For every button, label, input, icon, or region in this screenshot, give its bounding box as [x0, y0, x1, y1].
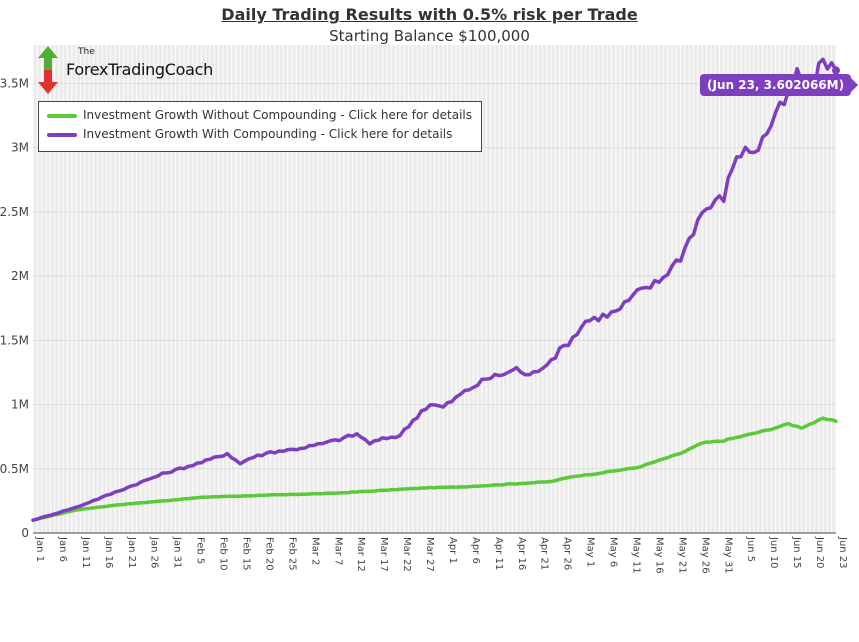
y-tick-label: 0.5M [0, 462, 29, 476]
x-tick-label: Mar 27 [424, 537, 435, 572]
chart-subtitle: Starting Balance $100,000 [329, 27, 530, 45]
x-tick-label: Feb 20 [263, 537, 274, 571]
x-tick-label: Jan 21 [126, 536, 137, 568]
tooltip-point-marker [832, 66, 840, 75]
x-tick-label: Jun 15 [791, 536, 802, 569]
legend-label: Investment Growth Without Compounding - … [83, 108, 473, 122]
x-tick-label: May 1 [585, 537, 596, 567]
x-tick-label: Jan 6 [57, 536, 68, 562]
x-tick-label: Jan 16 [103, 536, 114, 568]
series-line-compounding [31, 57, 838, 522]
x-tick-label: Jun 10 [768, 536, 779, 569]
x-tick-label: Feb 25 [286, 537, 297, 571]
y-tick-label: 2.5M [0, 205, 29, 219]
x-tick-label: Mar 22 [401, 537, 412, 572]
up-down-arrows-icon [38, 46, 58, 94]
x-tick-label: May 26 [699, 537, 710, 574]
legend-item-compounding[interactable]: Investment Growth With Compounding - Cli… [47, 127, 452, 145]
y-tick-label: 1.5M [0, 333, 29, 347]
x-tick-label: May 6 [608, 537, 619, 567]
y-tick-label: 3.5M [0, 77, 29, 91]
chart-legend: Investment Growth Without Compounding - … [38, 101, 482, 152]
x-tick-label: May 21 [676, 537, 687, 574]
legend-swatch-green [47, 113, 77, 118]
legend-swatch-purple [47, 132, 77, 137]
y-tick-label: 3M [11, 141, 29, 155]
y-tick-label: 2M [11, 269, 29, 283]
x-tick-label: Feb 5 [195, 537, 206, 564]
y-tick-label: 1M [11, 398, 29, 412]
logo-small-text: The [78, 47, 95, 57]
x-tick-label: Apr 1 [447, 537, 458, 564]
x-tick-label: Jun 23 [837, 536, 848, 569]
data-tooltip: (Jun 23, 3.602066M) [700, 74, 859, 96]
vertical-gridlines [32, 45, 837, 533]
x-tick-label: Feb 15 [240, 537, 251, 571]
x-tick-label: Feb 10 [218, 537, 229, 571]
x-tick-label: Jan 11 [80, 536, 91, 568]
x-tick-label: Apr 16 [516, 537, 527, 570]
x-tick-label: Mar 7 [332, 537, 343, 565]
x-tick-label: Apr 26 [562, 537, 573, 570]
x-tick-label: Mar 2 [309, 537, 320, 565]
forextradingcoach-logo: The ForexTradingCoach [38, 46, 228, 94]
x-tick-label: Mar 12 [355, 537, 366, 572]
legend-item-no-compounding[interactable]: Investment Growth Without Compounding - … [47, 108, 472, 126]
x-tick-label: May 11 [631, 537, 642, 574]
tooltip-arrow [851, 78, 859, 92]
legend-label: Investment Growth With Compounding - Cli… [83, 127, 453, 141]
x-tick-label: Jun 5 [745, 536, 756, 562]
x-tick-label: Apr 6 [470, 537, 481, 564]
x-tick-label: Apr 21 [539, 537, 550, 570]
x-tick-label: Jan 31 [172, 536, 183, 568]
tooltip-text: (Jun 23, 3.602066M) [707, 78, 845, 92]
x-tick-label: Jan 26 [149, 536, 160, 568]
x-tick-label: Jun 20 [814, 536, 825, 569]
x-tick-label: May 16 [653, 537, 664, 574]
y-tick-label: 0 [21, 526, 29, 540]
x-tick-label: Jan 1 [34, 536, 45, 562]
x-tick-label: Apr 11 [493, 537, 504, 570]
logo-name: ForexTradingCoach [66, 60, 213, 79]
x-tick-label: Mar 17 [378, 537, 389, 572]
x-tick-label: May 31 [722, 537, 733, 574]
series-line-no-compounding [31, 416, 838, 522]
chart-title: Daily Trading Results with 0.5% risk per… [221, 5, 638, 24]
